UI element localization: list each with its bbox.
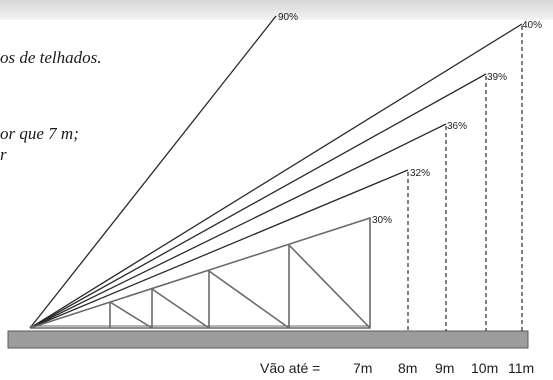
base-bar	[7, 330, 529, 349]
span-label-8m: 8m	[398, 360, 417, 376]
slope-label-39: 39%	[487, 72, 507, 83]
slope-line-40	[29, 23, 523, 329]
span-label-10m: 10m	[471, 360, 498, 376]
slope-line-36	[29, 123, 447, 329]
slope-line-39	[29, 73, 487, 329]
span-label-7m: 7m	[353, 360, 372, 376]
slope-label-30: 30%	[372, 215, 392, 226]
slope-label-32: 32%	[410, 168, 430, 179]
span-label-11m: 11m	[508, 360, 534, 376]
span-label-9m: 9m	[435, 360, 454, 376]
slope-line-90	[29, 15, 277, 329]
caption-line-1: os de telhados.	[0, 48, 102, 67]
slope-label-40: 40%	[522, 20, 542, 31]
caption-line-2: or que 7 m;	[0, 124, 79, 143]
truss	[29, 216, 371, 329]
span-prefix-label: Vão até =	[260, 360, 320, 376]
caption-line-3: r	[0, 145, 7, 164]
slope-line-32	[29, 169, 409, 329]
slope-label-36: 36%	[447, 121, 467, 132]
top-shaded-band	[0, 0, 553, 20]
slope-label-90: 90%	[278, 12, 298, 23]
